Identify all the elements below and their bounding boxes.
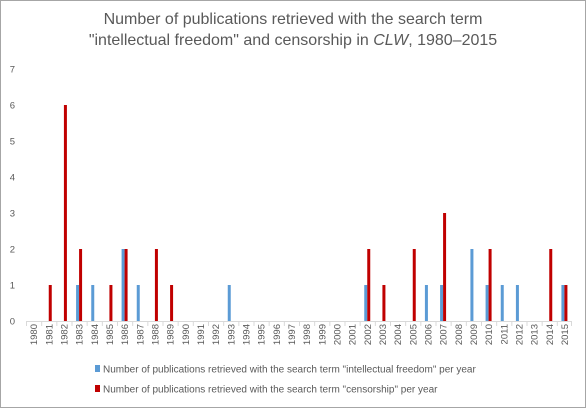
x-tick-label: 1997 [287, 324, 298, 345]
x-tick-label: 1996 [272, 324, 283, 345]
bar-censorship [79, 249, 83, 321]
x-tick-label: 2005 [408, 324, 419, 345]
legend-swatch [95, 365, 100, 372]
bar-censorship [564, 285, 568, 321]
x-tick-label: 2009 [469, 324, 480, 345]
bar-intellectual-freedom [364, 285, 368, 321]
x-tick-label: 1998 [302, 324, 313, 345]
y-tick-label: 6 [10, 101, 15, 112]
x-tick-label: 1983 [75, 324, 86, 345]
legend-swatch [95, 385, 100, 392]
x-tick-label: 1986 [120, 324, 131, 345]
bar-censorship [443, 213, 447, 321]
bar-intellectual-freedom [500, 285, 504, 321]
bar-censorship [412, 249, 416, 321]
x-tick-label: 1992 [211, 324, 222, 345]
x-tick-label: 1994 [241, 324, 252, 345]
bar-censorship [488, 249, 492, 321]
x-tick-label: 2000 [332, 324, 343, 345]
legend-label: Number of publications retrieved with th… [103, 365, 476, 376]
y-tick-label: 3 [10, 209, 15, 220]
x-tick-label: 1981 [44, 324, 55, 345]
x-tick-label: 1987 [135, 324, 146, 345]
x-tick-label: 2015 [560, 324, 571, 345]
bar-intellectual-freedom [227, 285, 231, 321]
bar-censorship [124, 249, 128, 321]
bar-intellectual-freedom [515, 285, 519, 321]
bar-censorship [109, 285, 113, 321]
x-tick-label: 1980 [29, 324, 40, 345]
y-tick-label: 4 [10, 173, 15, 184]
bar-intellectual-freedom [485, 285, 489, 321]
bar-intellectual-freedom [121, 249, 125, 321]
bar-censorship [154, 249, 158, 321]
x-tick-label: 1984 [90, 324, 101, 345]
bar-intellectual-freedom [91, 285, 95, 321]
bar-censorship [170, 285, 174, 321]
y-tick-label: 1 [10, 281, 15, 292]
bar-intellectual-freedom [76, 285, 80, 321]
x-tick-label: 1991 [196, 324, 207, 345]
x-tick-label: 2003 [378, 324, 389, 345]
chart-title-line-2: "intellectual freedom" and censorship in… [0, 30, 586, 51]
bar-intellectual-freedom [470, 249, 474, 321]
bar-censorship [382, 285, 386, 321]
x-tick-label: 2011 [499, 324, 510, 344]
chart-title-line-1: Number of publications retrieved with th… [103, 11, 483, 28]
bar-intellectual-freedom [561, 285, 565, 321]
bar-intellectual-freedom [424, 285, 428, 321]
x-tick-label: 2004 [393, 324, 404, 345]
chart-title-line-2-post: , 1980–2015 [408, 32, 498, 49]
x-tick-label: 2012 [514, 324, 525, 345]
chart-title-journal: CLW [373, 32, 409, 49]
y-tick-label: 2 [10, 245, 15, 256]
bar-censorship [48, 285, 52, 321]
bar-censorship [549, 249, 553, 321]
x-tick-label: 2013 [530, 324, 541, 345]
x-tick-label: 2002 [363, 324, 374, 345]
y-tick-label: 0 [10, 317, 15, 328]
x-tick-label: 2014 [545, 324, 556, 345]
x-tick-label: 1993 [226, 324, 237, 345]
x-tick-label: 2008 [454, 324, 465, 345]
bar-censorship [367, 249, 371, 321]
x-tick-label: 1995 [257, 324, 268, 345]
x-tick-label: 2010 [484, 324, 495, 345]
x-tick-label: 2007 [439, 324, 450, 345]
bar-intellectual-freedom [136, 285, 140, 321]
x-tick-label: 1988 [150, 324, 161, 345]
x-tick-label: 2001 [348, 324, 359, 345]
x-tick-label: 1982 [59, 324, 70, 345]
chart-title: Number of publications retrieved with th… [0, 9, 586, 51]
y-tick-label: 7 [10, 65, 15, 76]
bar-censorship [63, 105, 67, 321]
x-tick-label: 1985 [105, 324, 116, 345]
chart-title-line-2-pre: "intellectual freedom" and censorship in [88, 32, 374, 49]
x-tick-label: 1990 [181, 324, 192, 345]
bar-intellectual-freedom [440, 285, 444, 321]
y-tick-label: 5 [10, 137, 15, 148]
x-tick-label: 1999 [317, 324, 328, 345]
x-tick-label: 2006 [423, 324, 434, 345]
legend-label: Number of publications retrieved with th… [103, 385, 438, 396]
x-tick-label: 1989 [166, 324, 177, 345]
